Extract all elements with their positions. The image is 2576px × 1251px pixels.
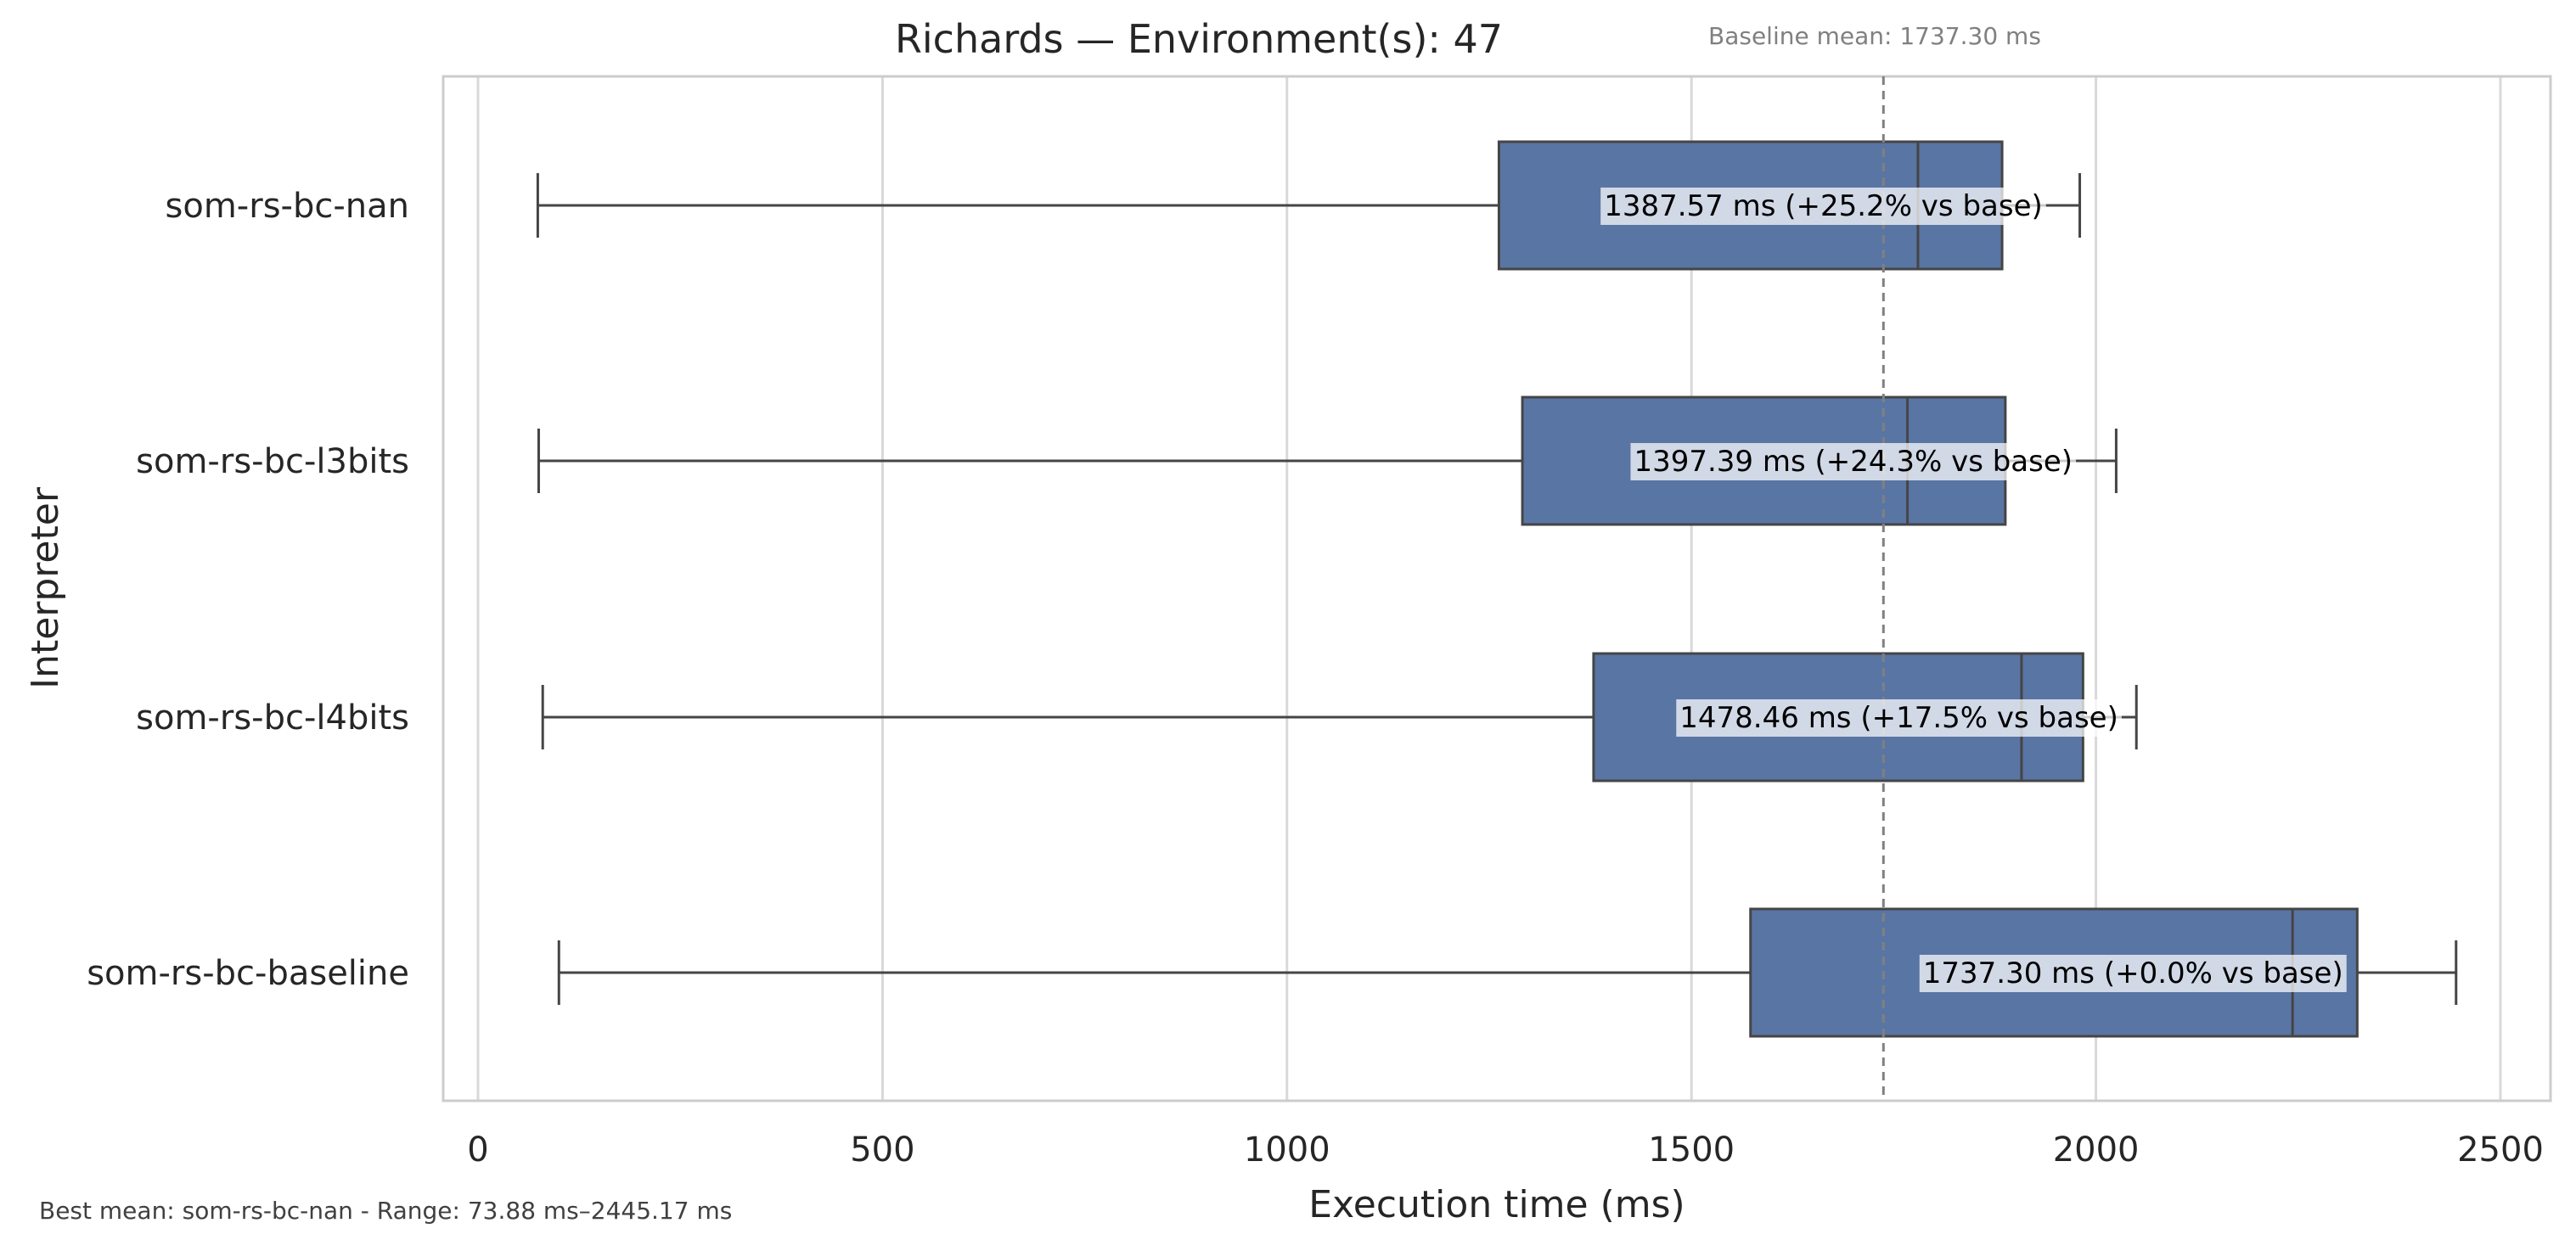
x-tick-label-500: 500 [850,1130,914,1170]
category-label-som-rs-bc-nan: som-rs-bc-nan [166,187,409,226]
footer-note: Best mean: som-rs-bc-nan - Range: 73.88 … [39,1197,732,1225]
x-axis-title: Execution time (ms) [1308,1183,1685,1226]
box-label-som-rs-bc-baseline: 1737.30 ms (+0.0% vs base) [1923,956,2343,990]
category-label-som-rs-bc-baseline: som-rs-bc-baseline [87,954,409,993]
x-tick-label-0: 0 [467,1130,488,1170]
box-series [536,140,2458,1038]
chart-title: Richards — Environment(s): 47 [895,16,1503,62]
box-label-group-som-rs-bc-l3bits: 1397.39 ms (+24.3% vs base) [1630,443,2077,480]
box-label-som-rs-bc-l3bits: 1397.39 ms (+24.3% vs base) [1634,445,2073,479]
category-labels: som-rs-bc-nan som-rs-bc-l3bits som-rs-bc-l… [87,187,409,993]
category-label-som-rs-bc-l3bits: som-rs-bc-l3bits [136,442,409,481]
box-label-som-rs-bc-nan: 1387.57 ms (+25.2% vs base) [1604,189,2043,223]
box-label-bg-som-rs-bc-l3bits [1630,443,2077,480]
box-label-group-som-rs-bc-l4bits: 1478.46 ms (+17.5% vs base) [1676,699,2122,737]
box-labels: 1387.57 ms (+25.2% vs base) 1397.39 ms (+… [1600,188,2347,992]
category-label-som-rs-bc-l4bits: som-rs-bc-l4bits [136,698,409,738]
box-label-group-som-rs-bc-nan: 1387.57 ms (+25.2% vs base) [1600,188,2046,225]
box-label-bg-som-rs-bc-baseline [1919,955,2347,992]
x-tick-label-1500: 1500 [1648,1130,1735,1170]
box-label-bg-som-rs-bc-nan [1600,188,2046,225]
x-tick-label-2500: 2500 [2457,1130,2544,1170]
plot-frame [442,75,2552,1102]
y-axis-title: Interpreter [24,486,67,689]
x-tick-label-1000: 1000 [1244,1130,1330,1170]
box-label-group-som-rs-bc-baseline: 1737.30 ms (+0.0% vs base) [1919,955,2347,992]
box-label-som-rs-bc-l4bits: 1478.46 ms (+17.5% vs base) [1679,701,2118,735]
reference-line-label: Baseline mean: 1737.30 ms [1708,22,2041,50]
box-label-bg-som-rs-bc-l4bits [1676,699,2122,737]
x-tick-labels: 0 500 1000 1500 2000 2500 [467,1130,2544,1170]
x-tick-label-2000: 2000 [2053,1130,2140,1170]
